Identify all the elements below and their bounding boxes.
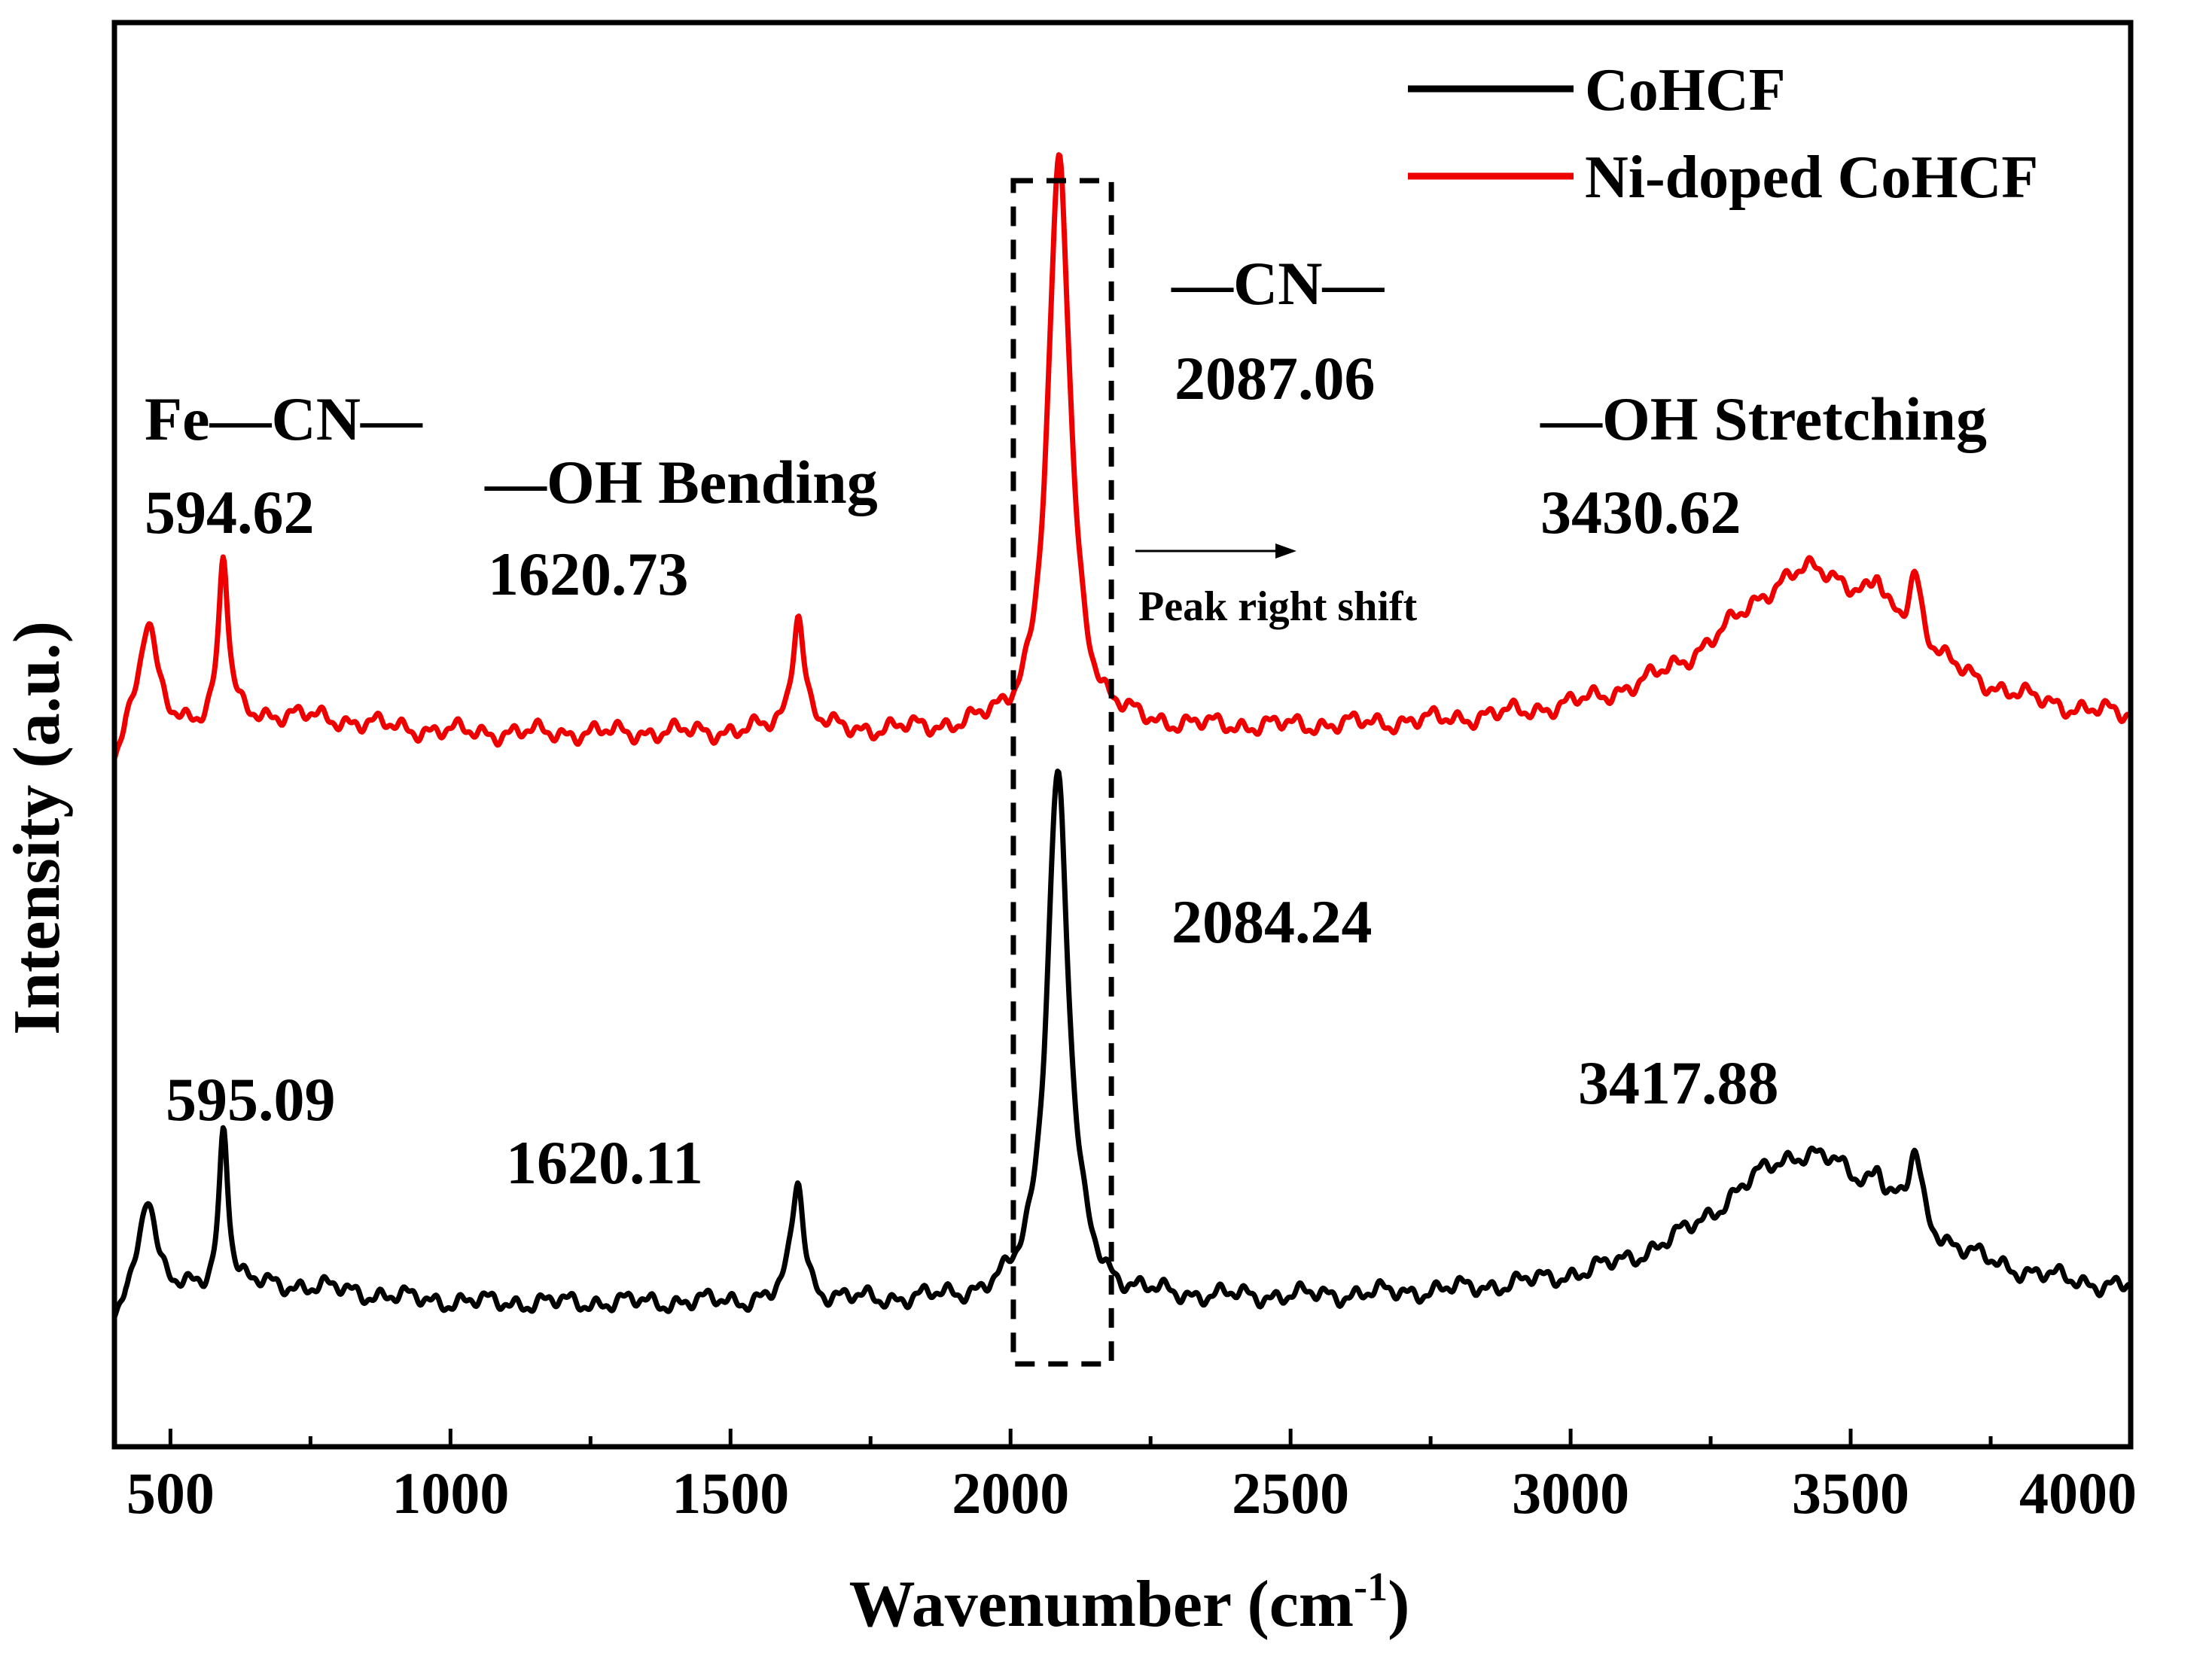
annotation-fecn-label: Fe—CN— bbox=[145, 385, 423, 453]
series-line-cohcf bbox=[111, 769, 2132, 1319]
annotation-cn-label: —CN— bbox=[1171, 249, 1385, 318]
x-ticks: 500 1000 1500 2000 2500 3000 3500 4000 bbox=[126, 1429, 2137, 1526]
annotation-fecn-black: 595.09 bbox=[166, 1065, 336, 1134]
annotation-oh-bend-red: 1620.73 bbox=[488, 540, 689, 608]
annotation-oh-stretch-black: 3417.88 bbox=[1578, 1049, 1779, 1117]
x-tick-label: 2000 bbox=[952, 1460, 1069, 1526]
annotation-fecn-red: 594.62 bbox=[145, 478, 315, 546]
annotation-shift-text: Peak right shift bbox=[1138, 583, 1418, 630]
x-tick-label: 1000 bbox=[392, 1460, 509, 1526]
annotation-oh-bend-black: 1620.11 bbox=[506, 1128, 703, 1197]
legend-label-ni-doped: Ni-doped CoHCF bbox=[1585, 145, 2038, 211]
highlight-box bbox=[1010, 178, 1114, 1367]
plot-lines bbox=[111, 152, 2133, 1319]
x-tick-label: 4000 bbox=[2019, 1460, 2137, 1526]
x-tick-label: 3000 bbox=[1512, 1460, 1629, 1526]
x-axis-title: Wavenumber (cm-1) bbox=[849, 1564, 1410, 1641]
annotation-cn-black: 2084.24 bbox=[1172, 887, 1373, 956]
x-tick-label: 500 bbox=[126, 1460, 215, 1526]
plot-frame bbox=[111, 20, 2134, 1450]
annotation-oh-bend-label: —OH Bending bbox=[484, 448, 878, 516]
legend: CoHCF Ni-doped CoHCF bbox=[1408, 57, 2038, 211]
annotations: Fe—CN— 594.62 595.09 —OH Bending 1620.73… bbox=[145, 249, 1987, 1197]
highlight-box-group bbox=[1010, 178, 1114, 1367]
x-tick-label: 3500 bbox=[1792, 1460, 1909, 1526]
x-tick-label: 2500 bbox=[1232, 1460, 1349, 1526]
legend-label-cohcf: CoHCF bbox=[1585, 57, 1786, 123]
series-line-ni-doped-cohcf bbox=[111, 152, 2133, 760]
shift-arrow-head bbox=[1275, 543, 1296, 559]
annotation-oh-stretch-label: —OH Stretching bbox=[1540, 385, 1987, 453]
y-axis-title: Intensity (a.u.) bbox=[1, 621, 74, 1035]
x-tick-label: 1500 bbox=[672, 1460, 789, 1526]
annotation-oh-stretch-red: 3430.62 bbox=[1540, 478, 1741, 546]
annotation-cn-red: 2087.06 bbox=[1175, 344, 1376, 412]
